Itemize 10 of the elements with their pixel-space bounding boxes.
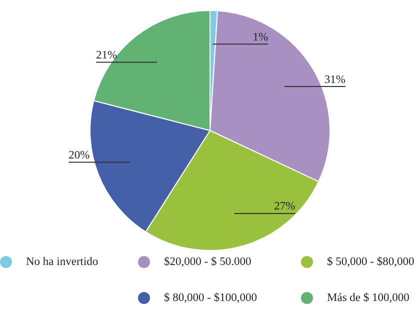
data-label: 21% xyxy=(96,49,118,62)
legend-label: $ 50,000 - $80,000 xyxy=(327,256,414,268)
legend-label: Más de $ 100,000 xyxy=(327,292,410,304)
legend-label: $20,000 - $ 50.000 xyxy=(164,256,252,268)
data-label: 20% xyxy=(68,150,90,162)
legend-label: No ha invertido xyxy=(26,256,98,268)
data-label: 27% xyxy=(274,200,296,213)
data-label: 1% xyxy=(252,31,268,44)
data-label: 31% xyxy=(324,74,346,86)
legend-label: $ 80,000 - $100,000 xyxy=(164,292,257,304)
